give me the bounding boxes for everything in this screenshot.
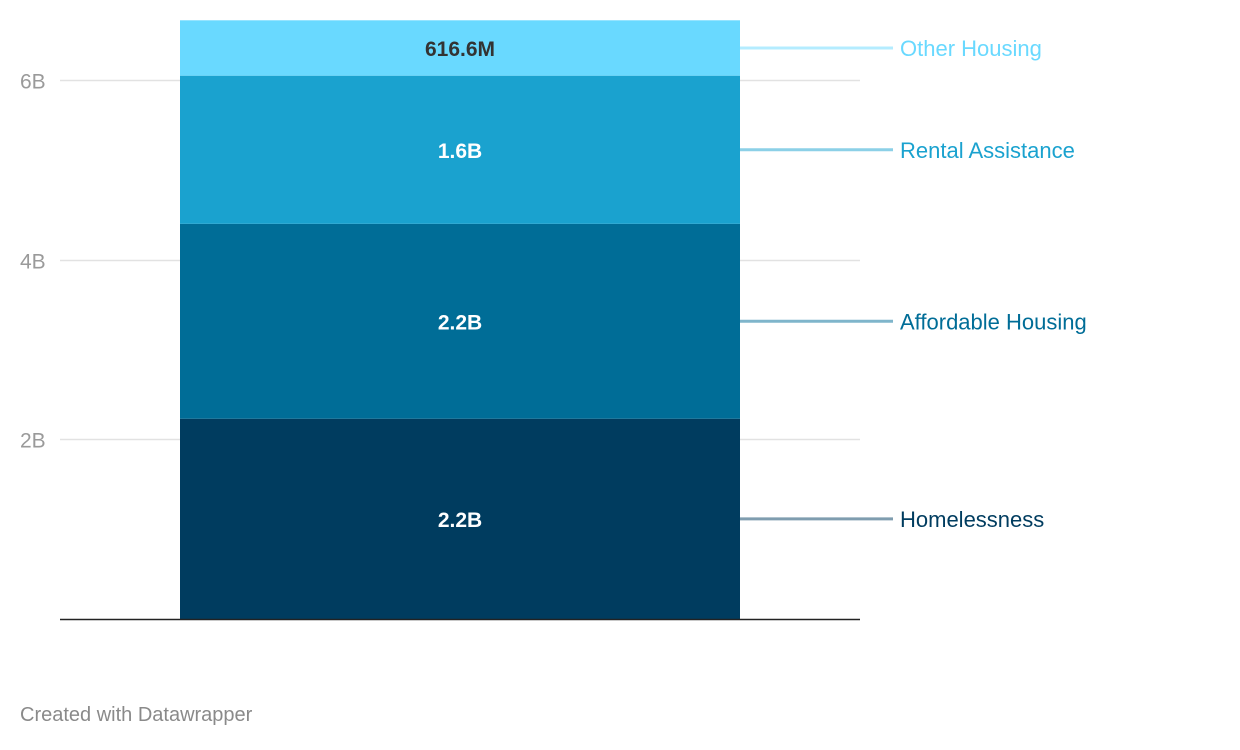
series-label: Homelessness — [900, 507, 1044, 532]
bar-value-label: 2.2B — [438, 509, 482, 532]
credit-text: Created with Datawrapper — [20, 704, 253, 726]
value-labels: 2.2B 2.2B 1.6B 616.6M — [423, 36, 496, 533]
bar-value-label: 2.2B — [438, 311, 482, 334]
series-label: Affordable Housing — [900, 309, 1087, 334]
bar-value-label: 1.6B — [438, 140, 482, 163]
label-leaders — [740, 46, 893, 521]
bar-stack — [180, 20, 740, 619]
series-labels: Homelessness Affordable Housing Rental Ass… — [900, 36, 1087, 532]
bar-segment — [180, 418, 740, 619]
bar-segment — [180, 75, 740, 224]
y-tick-label: 4B — [20, 251, 46, 274]
series-label: Other Housing — [900, 36, 1042, 61]
series-label: Rental Assistance — [900, 138, 1075, 163]
y-tick-label: 6B — [20, 71, 46, 94]
bar-value-label: 616.6M — [425, 38, 495, 61]
stacked-bar-chart: 2B 4B 6B 2.2B 2.2B 1.6B 616.6M Homelessness Af… — [20, 20, 1087, 621]
bar-segment — [180, 20, 740, 76]
y-tick-label: 2B — [20, 430, 46, 453]
bar-segment — [180, 223, 740, 419]
